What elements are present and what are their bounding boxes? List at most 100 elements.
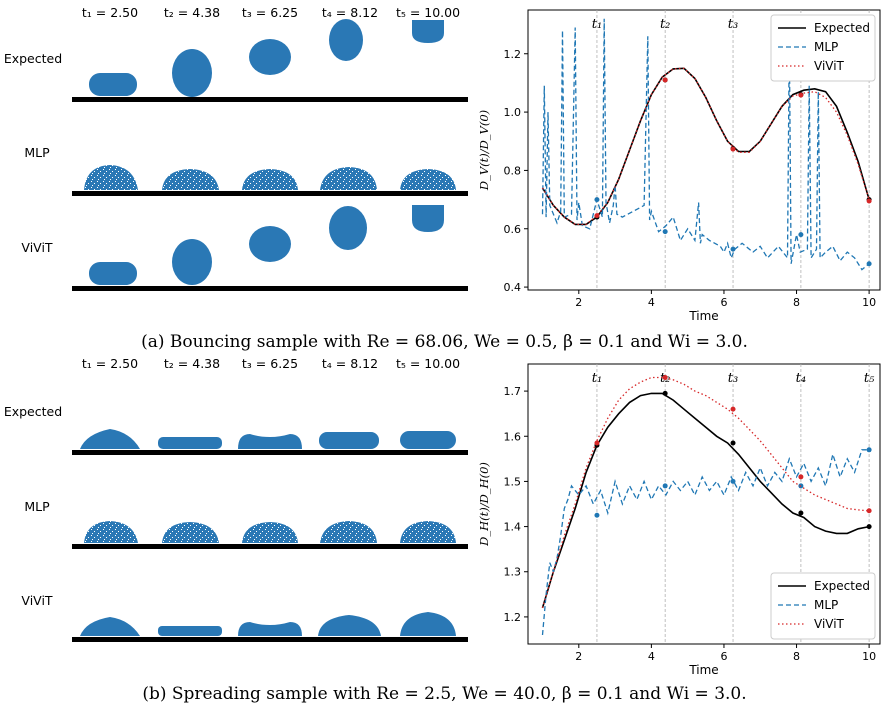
y-tick-label: 1.3 bbox=[504, 566, 522, 579]
data-point-mlp bbox=[730, 478, 736, 484]
droplet bbox=[238, 622, 302, 636]
y-tick-label: 1.5 bbox=[504, 475, 522, 488]
time-label-a-4: t₄ = 8.12 bbox=[322, 5, 378, 20]
time-marker-label: t₃ bbox=[728, 17, 738, 32]
droplet bbox=[400, 521, 456, 543]
y-tick-label: 1.4 bbox=[504, 521, 522, 534]
x-axis-label: Time bbox=[688, 663, 718, 677]
legend-label-expected: Expected bbox=[814, 21, 870, 35]
row-label-a-vivit: ViViT bbox=[21, 240, 52, 255]
data-point-mlp bbox=[866, 261, 872, 267]
data-point-mlp bbox=[662, 229, 668, 235]
data-point-expected bbox=[730, 440, 736, 446]
x-tick-label: 8 bbox=[793, 650, 800, 663]
droplet bbox=[162, 169, 219, 190]
data-point-mlp bbox=[662, 483, 668, 489]
time-marker-label: t₁ bbox=[592, 371, 602, 386]
data-point-expected bbox=[662, 390, 668, 396]
time-marker-label: t₂ bbox=[660, 17, 670, 32]
legend-box bbox=[770, 572, 876, 640]
droplet bbox=[80, 617, 140, 636]
data-point-mlp bbox=[730, 246, 736, 252]
y-tick-label: 0.8 bbox=[504, 164, 522, 177]
time-marker-label: t₅ bbox=[864, 371, 875, 386]
data-point-vivit bbox=[594, 213, 600, 219]
droplet bbox=[320, 521, 377, 543]
substrate-bar bbox=[72, 191, 468, 196]
droplet bbox=[238, 434, 302, 449]
droplet bbox=[400, 612, 456, 636]
legend-box bbox=[770, 14, 876, 82]
droplet bbox=[400, 169, 456, 190]
chart-a: t₁t₂t₃t₄t₅2468100.40.60.81.01.2TimeD_V(t… bbox=[477, 9, 881, 323]
droplet bbox=[158, 626, 222, 636]
droplet bbox=[412, 205, 444, 232]
droplet bbox=[242, 169, 298, 190]
data-point-vivit bbox=[866, 508, 872, 514]
droplet bbox=[320, 167, 377, 190]
x-tick-label: 4 bbox=[648, 296, 655, 309]
legend-label-mlp: MLP bbox=[814, 40, 838, 54]
droplet bbox=[162, 522, 219, 543]
x-tick-label: 2 bbox=[575, 650, 582, 663]
y-tick-label: 1.6 bbox=[504, 430, 522, 443]
y-tick-label: 1.7 bbox=[504, 385, 522, 398]
series-line-mlp bbox=[541, 449, 870, 636]
legend-label-expected: Expected bbox=[814, 579, 870, 593]
data-point-vivit bbox=[594, 440, 600, 446]
substrate-bar bbox=[72, 97, 468, 102]
substrate-bar bbox=[72, 286, 468, 291]
data-point-mlp bbox=[866, 447, 872, 453]
substrate-bar bbox=[72, 450, 468, 455]
data-point-vivit bbox=[730, 406, 736, 412]
droplet bbox=[84, 165, 138, 190]
legend-label-vivit: ViViT bbox=[814, 59, 845, 73]
x-tick-label: 8 bbox=[793, 296, 800, 309]
caption-b: (b) Spreading sample with Re = 2.5, We =… bbox=[142, 684, 747, 704]
time-label-a-2: t₂ = 4.38 bbox=[164, 5, 220, 20]
x-tick-label: 2 bbox=[575, 296, 582, 309]
data-point-vivit bbox=[798, 92, 804, 98]
y-axis-label: D_V(t)/D_V(0) bbox=[477, 110, 491, 191]
data-point-expected bbox=[866, 524, 872, 530]
data-point-vivit bbox=[662, 77, 668, 83]
droplet bbox=[80, 429, 140, 449]
droplet bbox=[242, 522, 298, 543]
substrate-bar bbox=[72, 544, 468, 549]
panel-b-droplets: t₁ = 2.50 t₂ = 4.38 t₃ = 6.25 t₄ = 8.12 … bbox=[4, 356, 468, 642]
y-tick-label: 1.2 bbox=[504, 611, 522, 624]
time-label-b-1: t₁ = 2.50 bbox=[82, 356, 138, 371]
x-axis-label: Time bbox=[688, 309, 718, 323]
x-tick-label: 10 bbox=[862, 650, 876, 663]
droplet bbox=[318, 615, 381, 636]
chart-b: t₁t₂t₃t₄t₅2468101.21.31.41.51.61.7TimeD_… bbox=[477, 363, 881, 677]
x-tick-label: 6 bbox=[720, 650, 727, 663]
row-label-a-mlp: MLP bbox=[24, 145, 50, 160]
data-point-mlp bbox=[798, 232, 804, 238]
data-point-vivit bbox=[730, 146, 736, 152]
y-tick-label: 0.4 bbox=[504, 281, 522, 294]
droplet bbox=[400, 431, 456, 449]
droplet bbox=[172, 239, 212, 285]
x-tick-label: 4 bbox=[648, 650, 655, 663]
legend-label-mlp: MLP bbox=[814, 598, 838, 612]
droplet bbox=[158, 437, 222, 449]
caption-a: (a) Bouncing sample with Re = 68.06, We … bbox=[141, 332, 748, 352]
y-tick-label: 1.0 bbox=[504, 106, 522, 119]
legend-label-vivit: ViViT bbox=[814, 617, 845, 631]
time-marker-label: t₃ bbox=[728, 371, 738, 386]
panel-a-droplets: t₁ = 2.50 t₂ = 4.38 t₃ = 6.25 t₄ = 8.12 … bbox=[4, 5, 468, 291]
droplet bbox=[249, 226, 291, 262]
droplet bbox=[89, 73, 137, 96]
data-point-vivit bbox=[866, 198, 872, 204]
row-label-b-mlp: MLP bbox=[24, 499, 50, 514]
series-line-mlp bbox=[541, 18, 870, 271]
time-marker-label: t₁ bbox=[592, 17, 602, 32]
row-label-a-expected: Expected bbox=[4, 51, 62, 66]
y-tick-label: 1.2 bbox=[504, 48, 522, 61]
data-point-mlp bbox=[594, 512, 600, 518]
droplet bbox=[89, 262, 137, 285]
droplet bbox=[319, 432, 379, 449]
data-point-vivit bbox=[798, 474, 804, 480]
